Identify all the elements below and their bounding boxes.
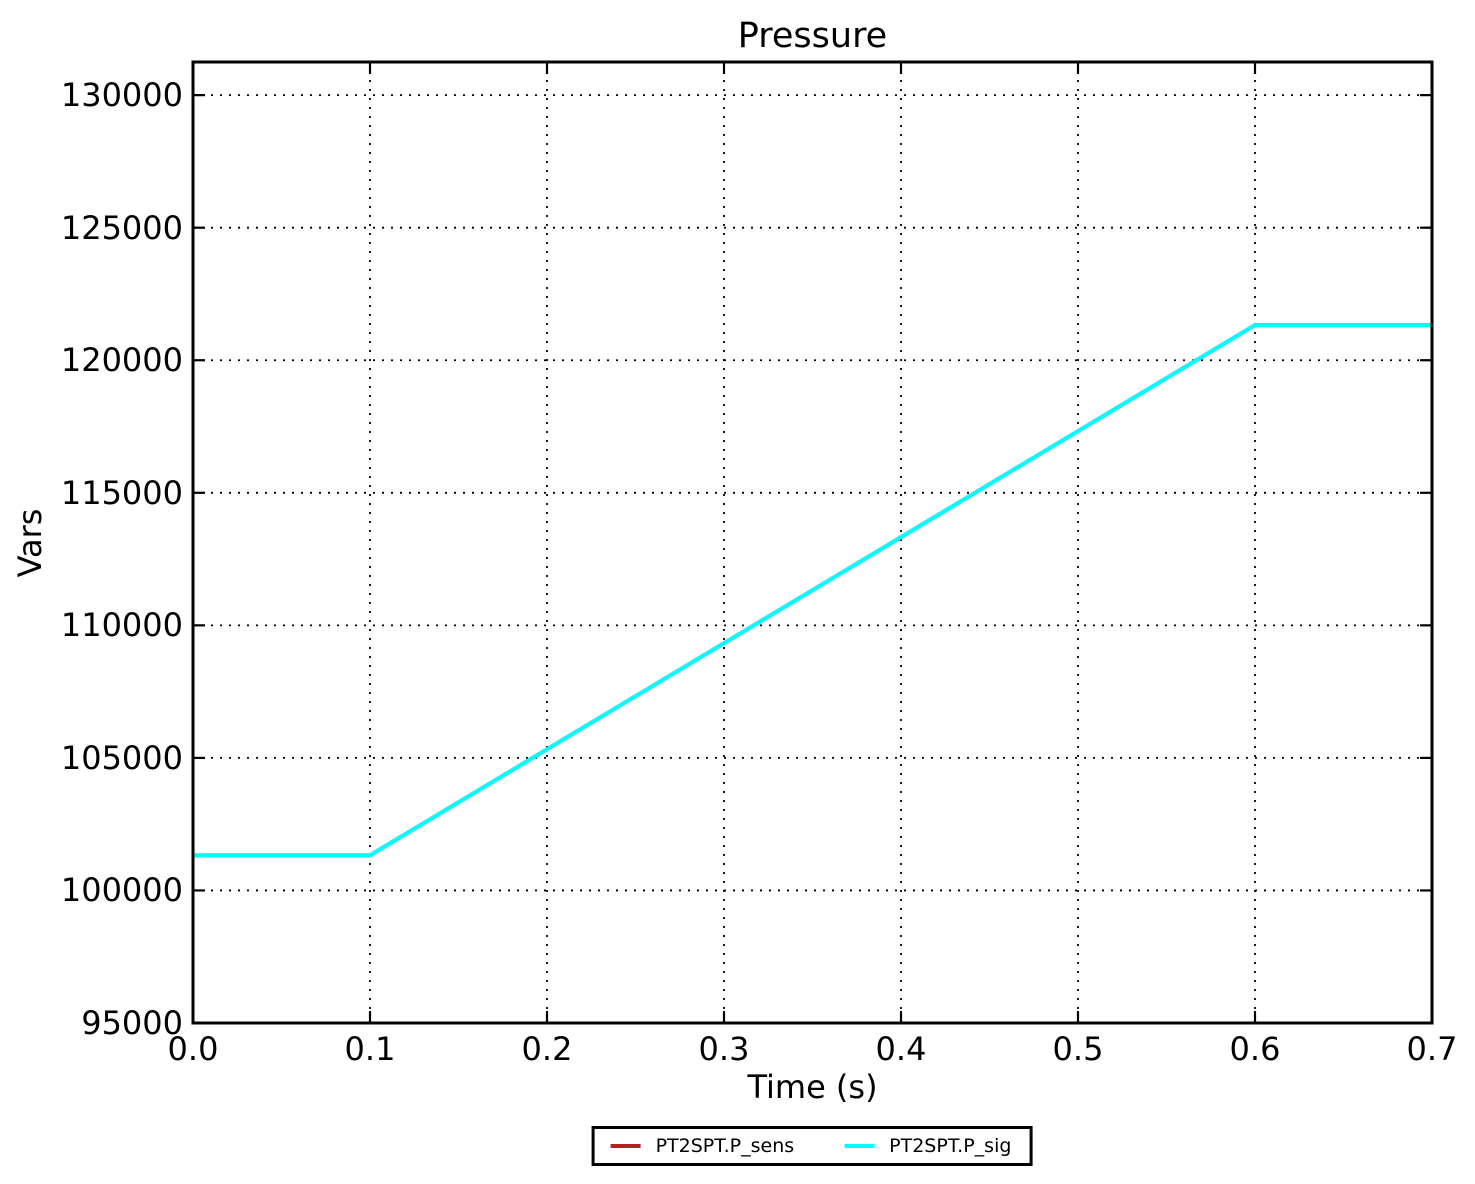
y-tick-label: 100000 (60, 871, 183, 910)
x-tick-label: 0.1 (344, 1030, 396, 1068)
x-tick-label: 0.0 (167, 1030, 219, 1068)
y-tick-label: 95000 (81, 1004, 183, 1042)
y-tick-label: 120000 (60, 341, 183, 380)
x-tick-label: 0.2 (521, 1030, 573, 1068)
y-tick-label: 115000 (60, 473, 183, 512)
y-tick-label: 105000 (60, 738, 183, 777)
legend-line-swatch (844, 1144, 875, 1148)
plot-border (191, 60, 1434, 1025)
x-tick-label: 0.5 (1052, 1030, 1104, 1068)
legend: PT2SPT.P_sens PT2SPT.P_sig (591, 1126, 1033, 1166)
x-tick-label: 0.4 (875, 1030, 927, 1068)
series-line-pt2spt-p-sig (193, 323, 1432, 858)
x-axis-label: Time (s) (747, 1068, 878, 1106)
legend-line-swatch (610, 1144, 641, 1148)
legend-item-pt2spt-p-sig: PT2SPT.P_sig (844, 1135, 1011, 1157)
x-tick-label: 0.3 (698, 1030, 750, 1068)
legend-item-pt2spt-p-sens: PT2SPT.P_sens (610, 1135, 795, 1157)
y-tick-label: 125000 (60, 208, 183, 247)
y-tick-label: 130000 (60, 76, 183, 115)
legend-label: PT2SPT.P_sig (889, 1135, 1012, 1157)
x-tick-label: 0.7 (1406, 1030, 1458, 1068)
legend-label: PT2SPT.P_sens (655, 1135, 795, 1157)
x-tick-label: 0.6 (1229, 1030, 1281, 1068)
chart-title: Pressure (737, 16, 888, 56)
y-tick-label: 110000 (60, 606, 183, 645)
